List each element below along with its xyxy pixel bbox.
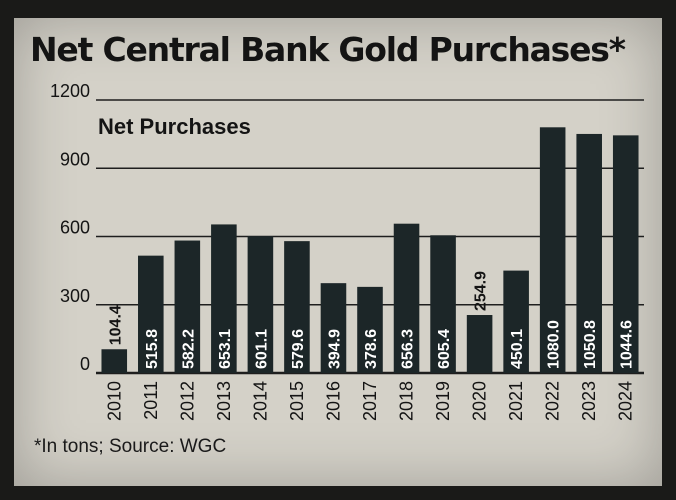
bar-2018 [393, 223, 420, 373]
value-label: 1050.8 [582, 320, 599, 369]
y-tick-label: 600 [60, 218, 90, 238]
bar-2012 [174, 240, 201, 373]
chart-footnote: *In tons; Source: WGC [34, 436, 227, 457]
chart-subtitle: Net Purchases [98, 114, 251, 139]
value-label: 601.1 [253, 329, 270, 369]
y-tick-label: 0 [80, 354, 90, 374]
bar-2015 [284, 241, 310, 373]
x-tick-label: 2016 [323, 381, 343, 421]
x-tick-label: 2011 [141, 381, 161, 420]
x-tick-label: 2014 [250, 381, 270, 421]
bar-2023 [576, 133, 602, 373]
value-label: 515.8 [144, 329, 161, 369]
x-axis-ticks: 2010 2011 2012 2013 2014 2015 2016 2017 2018 2019… [104, 381, 635, 421]
bars [101, 127, 639, 373]
bar-2011 [138, 255, 164, 373]
value-label: 1044.6 [619, 320, 636, 369]
y-tick-label: 900 [60, 149, 90, 169]
x-tick-label: 2015 [287, 381, 307, 421]
value-label: 653.1 [217, 329, 234, 369]
value-label: 582.2 [180, 329, 197, 369]
bar-2013 [211, 224, 237, 373]
bar-2021 [503, 270, 529, 373]
bar-2020 [466, 315, 493, 373]
bar-2016 [320, 283, 347, 373]
bar-2010 [101, 349, 128, 373]
x-tick-label: 2019 [433, 381, 453, 421]
y-tick-label: 1200 [50, 81, 90, 101]
bar-2017 [357, 286, 383, 373]
value-label: 378.6 [363, 329, 380, 369]
value-label: 104.4 [107, 305, 124, 345]
x-tick-label: 2020 [470, 381, 490, 421]
x-tick-label: 2012 [177, 381, 197, 421]
bar-2024 [612, 135, 639, 373]
value-label: 450.1 [509, 329, 526, 369]
value-label: 254.9 [473, 271, 490, 311]
y-tick-label: 300 [60, 286, 90, 306]
x-tick-label: 2013 [214, 381, 234, 421]
value-label: 605.4 [436, 329, 453, 369]
value-labels: 104.4 515.8 582.2 653.1 601.1 579.6 394.9 378.6… [107, 271, 635, 369]
chart-title: Net Central Bank Gold Purchases* [30, 30, 626, 69]
x-tick-label: 2022 [543, 381, 563, 421]
bar-2019 [430, 235, 456, 373]
value-label: 656.3 [400, 329, 417, 369]
x-tick-label: 2021 [506, 381, 526, 421]
bar-2014 [247, 236, 274, 373]
y-axis-ticks: 0 300 600 900 1200 [50, 81, 90, 374]
x-tick-label: 2023 [579, 381, 599, 421]
x-tick-label: 2018 [397, 381, 417, 421]
value-label: 394.9 [326, 329, 343, 369]
value-label: 579.6 [290, 329, 307, 369]
bar-2022 [539, 127, 566, 373]
x-tick-label: 2017 [360, 381, 380, 421]
x-tick-label: 2010 [104, 381, 124, 421]
value-label: 1080.0 [546, 320, 563, 369]
x-tick-label: 2024 [616, 381, 636, 421]
